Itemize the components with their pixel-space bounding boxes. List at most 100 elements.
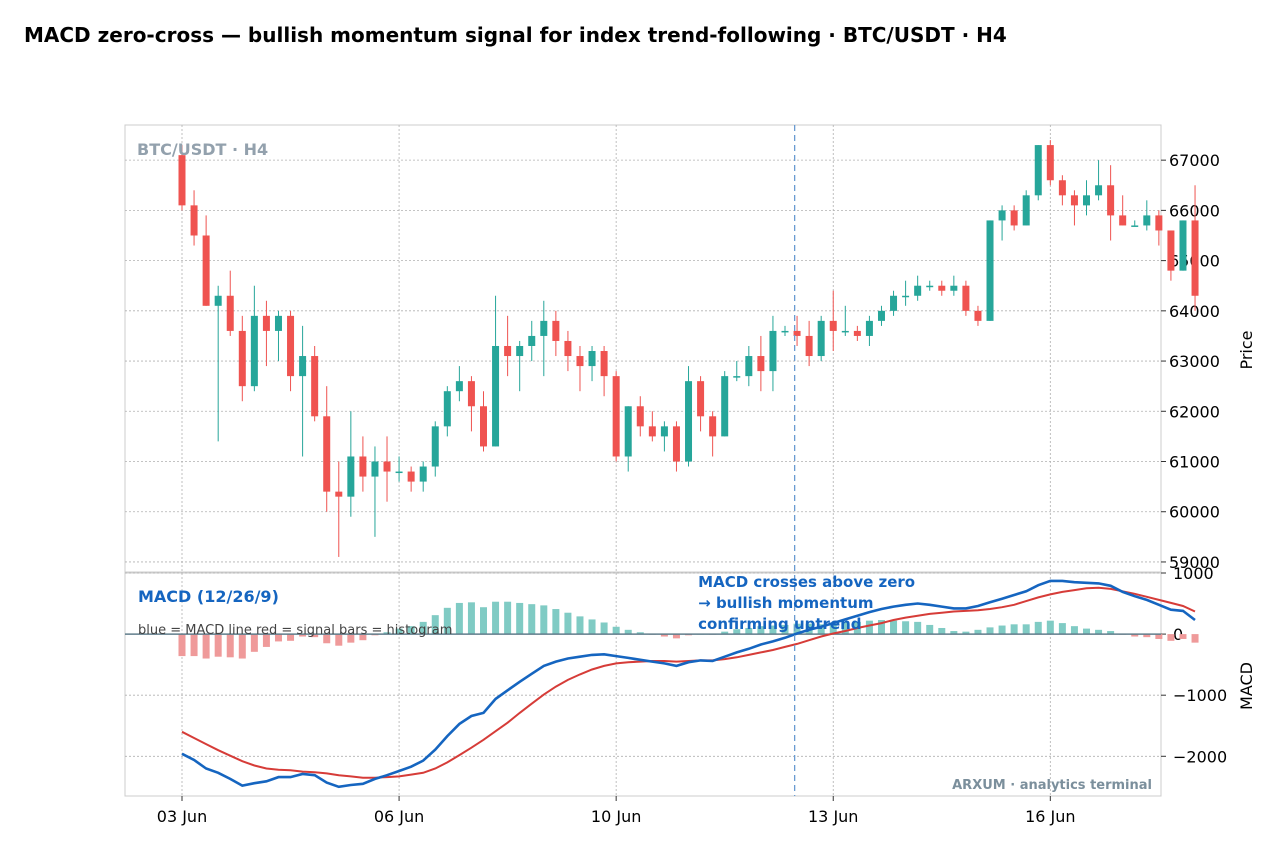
candle-body: [371, 461, 379, 477]
candle-body: [504, 345, 512, 357]
histogram-bar: [419, 621, 427, 635]
histogram-bar: [540, 605, 548, 635]
candle-body: [865, 320, 873, 336]
price-tick-label: 59000: [1169, 553, 1220, 572]
histogram-bar: [926, 624, 934, 635]
histogram-bar: [1046, 620, 1054, 635]
macd-tick-label: −1000: [1173, 686, 1227, 705]
histogram-bar: [890, 620, 898, 635]
candle-body: [793, 330, 801, 336]
histogram-bar: [1058, 623, 1066, 635]
candle-body: [359, 456, 367, 477]
x-tick-label: 10 Jun: [591, 807, 641, 826]
price-axis-label: Price: [1237, 330, 1256, 369]
candle-body: [311, 356, 319, 417]
price-tick-label: 67000: [1169, 151, 1220, 170]
histogram-bar: [660, 634, 668, 637]
macd-tick-label: 1000: [1173, 564, 1214, 583]
candle-body: [914, 285, 922, 296]
histogram-bar: [636, 632, 644, 635]
candle-body: [1155, 215, 1163, 231]
macd-line: [181, 579, 1196, 789]
histogram-bar: [323, 634, 331, 644]
candle-body: [733, 376, 741, 378]
histogram-bar: [781, 624, 789, 635]
candle-body: [685, 381, 693, 462]
candle-body: [178, 155, 186, 206]
candle-body: [262, 315, 270, 331]
histogram-bar: [250, 634, 258, 652]
histogram-bar: [1131, 634, 1139, 637]
histogram-bar: [564, 612, 572, 635]
histogram-bar: [238, 634, 246, 659]
histogram-bar: [998, 625, 1006, 635]
candle-body: [998, 210, 1006, 221]
histogram-bar: [480, 607, 487, 635]
histogram-bar: [1167, 634, 1175, 641]
histogram-bar: [1095, 629, 1103, 635]
histogram-bar: [624, 629, 632, 635]
histogram-bar: [431, 615, 439, 635]
histogram-bar: [576, 616, 584, 635]
candle-body: [926, 285, 934, 288]
histogram-bar: [552, 609, 560, 635]
candle-body: [1070, 195, 1078, 206]
candle-body: [672, 426, 680, 462]
histogram-bar: [733, 629, 741, 635]
candle-body: [480, 406, 487, 447]
histogram-bar: [359, 634, 367, 641]
candle-body: [1143, 215, 1151, 226]
candle-body: [190, 205, 198, 236]
histogram-bar: [841, 622, 849, 635]
histogram-bar: [311, 634, 319, 638]
candle-body: [528, 335, 536, 346]
candle-body: [226, 295, 234, 331]
price-tick-label: 63000: [1169, 352, 1220, 371]
candle-body: [624, 406, 632, 457]
histogram-bar: [1107, 631, 1115, 635]
price-tick-label: 60000: [1169, 503, 1220, 522]
candle-body: [877, 310, 885, 321]
histogram-bar: [528, 604, 536, 635]
macd-tick-label: 0: [1173, 625, 1183, 644]
histogram-bar: [950, 631, 958, 635]
macd-axis: 1000 0 −1000 −2000: [1161, 564, 1227, 766]
price-tick-label: 64000: [1169, 302, 1220, 321]
candle-body: [323, 416, 331, 492]
panel-watermark: BTC/USDT · H4: [137, 140, 268, 159]
histogram-bar: [1179, 634, 1187, 639]
histogram-bar: [407, 626, 415, 635]
candle-body: [455, 381, 463, 392]
histogram-bar: [588, 619, 596, 635]
candle-body: [274, 315, 282, 331]
candle-body: [250, 315, 258, 387]
candle-body: [1167, 230, 1175, 271]
candle-body: [745, 356, 753, 377]
x-tick-label: 13 Jun: [808, 807, 858, 826]
histogram-bar: [721, 631, 729, 635]
candle-body: [709, 416, 717, 437]
candle-body: [1107, 185, 1115, 216]
candle-body: [612, 376, 620, 457]
annotation-line-2: → bullish momentum: [698, 594, 873, 612]
candle-body: [1179, 220, 1187, 271]
candle-body: [697, 381, 705, 417]
candle-body: [817, 320, 825, 357]
annotation-line-3: confirming uptrend: [698, 615, 861, 633]
histogram-bar: [974, 629, 982, 635]
candle-body: [829, 320, 837, 331]
chart-title: MACD zero-cross — bullish momentum signa…: [24, 23, 1007, 47]
price-tick-label: 61000: [1169, 453, 1220, 472]
histogram-bar: [226, 634, 234, 658]
x-tick-label: 06 Jun: [374, 807, 424, 826]
histogram-bar: [504, 601, 512, 635]
candle-body: [287, 315, 295, 377]
candle-body: [1022, 195, 1030, 226]
candle-body: [841, 330, 849, 333]
candle-body: [299, 356, 307, 377]
candle-body: [986, 220, 994, 321]
price-tick-label: 66000: [1169, 201, 1220, 220]
histogram-bar: [299, 634, 307, 637]
histogram-bar: [1034, 621, 1042, 635]
